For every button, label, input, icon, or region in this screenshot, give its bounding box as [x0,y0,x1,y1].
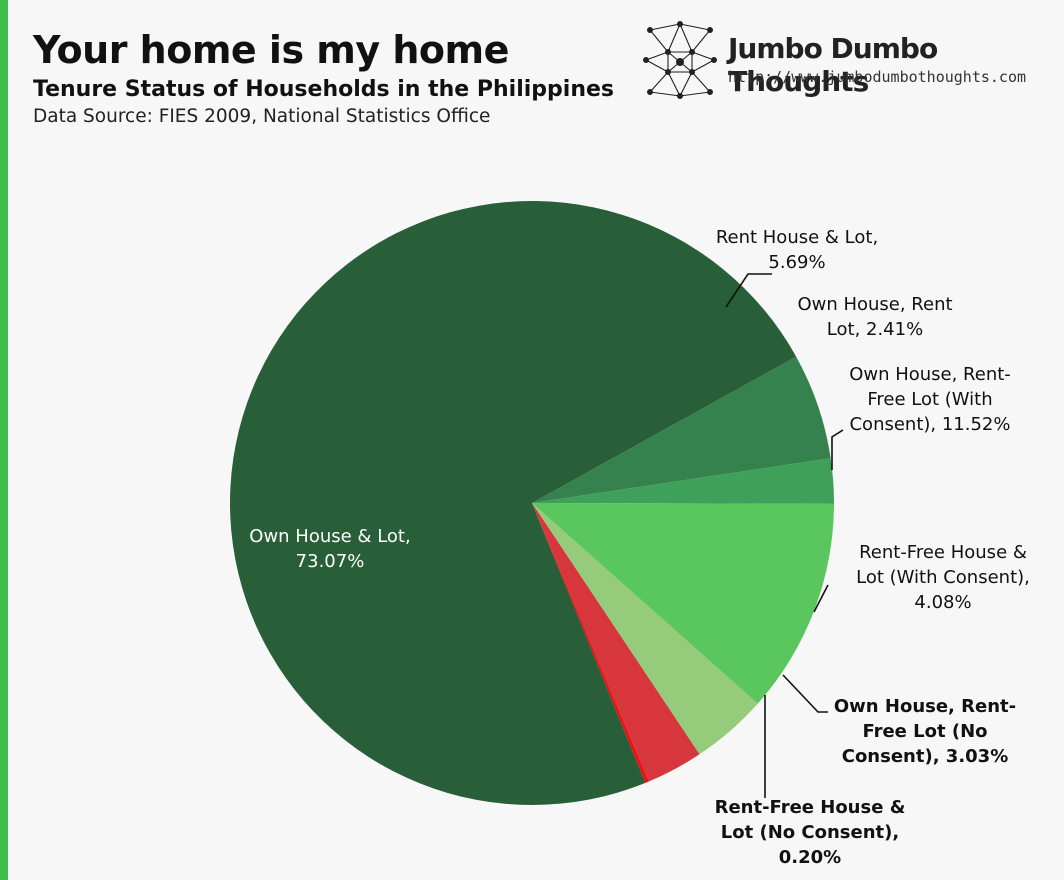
chart-title: Your home is my home [33,28,509,72]
leader-line-4 [813,584,829,613]
pie-slice-6 [532,503,649,783]
slice-label-0: Own House & Lot, 73.07% [249,526,410,572]
brand-url: http://www.jumbodumbothoughts.com [728,68,1027,86]
leader-line-1 [725,273,772,308]
pie-slice-5 [532,503,700,782]
slice-label-1: Rent House & Lot, 5.69% [716,227,878,273]
slice-label-2: Own House, Rent Lot, 2.41% [797,294,952,340]
pie-slice-2 [532,458,834,504]
accent-bar [0,0,8,880]
brand-block: Jumbo Dumbo Thoughts http://www.jumbodum… [640,18,1060,102]
slice-label-5: Own House, Rent-Free Lot (No Consent), 3.… [834,696,1016,767]
slice-label-6: Rent-Free House & Lot (No Consent), 0.20% [715,797,906,868]
leader-line-5 [782,674,828,713]
leader-line-3 [831,429,844,470]
pie-slice-0 [229,201,797,805]
pie-slice-3 [532,503,834,704]
chart-subtitle: Tenure Status of Households in the Phili… [33,77,615,102]
slice-label-4: Rent-Free House & Lot (With Consent), 4.08… [856,542,1030,613]
data-source: Data Source: FIES 2009, National Statist… [33,106,491,127]
brand-name: Jumbo Dumbo Thoughts [728,32,938,98]
pie-slice-1 [532,356,831,503]
network-logo-icon [643,21,717,99]
slice-label-3: Own House, Rent-Free Lot (With Consent), … [849,364,1011,435]
pie-slice-4 [532,503,758,755]
